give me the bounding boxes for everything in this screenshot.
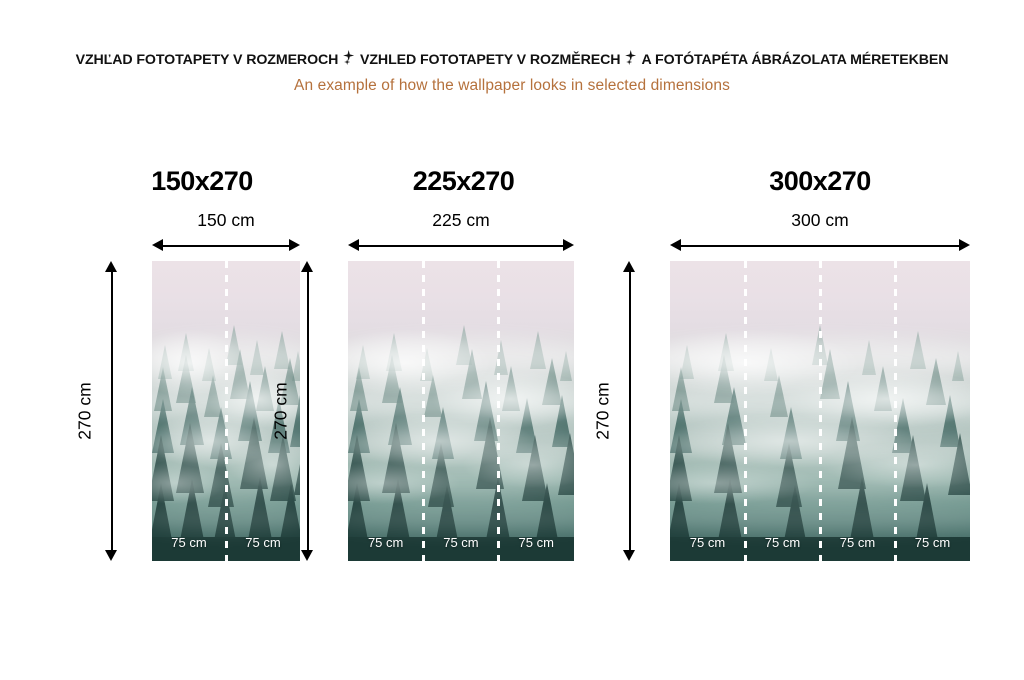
width-arrow-icon (348, 239, 574, 252)
strip-width-label: 75 cm (367, 535, 404, 550)
sparkle-icon (624, 50, 638, 66)
height-label: 270 cm (270, 382, 291, 440)
sparkle-icon (342, 50, 356, 66)
title-segment-sk: VZHĽAD FOTOTAPETY V ROZMEROCH (75, 52, 339, 68)
strip-seam (497, 261, 501, 561)
strip-seam (893, 261, 897, 561)
height-label: 270 cm (74, 382, 95, 440)
height-label: 270 cm (592, 382, 613, 440)
size-panel-225x270: 225x270 225 cm 270 cm (270, 160, 596, 600)
width-arrow-icon (670, 239, 970, 252)
strip-width-label: 75 cm (518, 535, 554, 550)
fog-band (348, 387, 574, 420)
width-label: 225 cm (432, 210, 490, 230)
wallpaper-preview: 75 cm 75 cm 75 cm (348, 261, 574, 561)
panel-title: 225x270 (412, 166, 515, 196)
height-dimension: 270 cm (72, 261, 118, 561)
strip-width-label: 75 cm (171, 535, 207, 550)
size-preview-panels: 150x270 150 cm 270 cm (0, 160, 1024, 600)
fog-band (348, 429, 574, 465)
strip-width-label: 75 cm (839, 535, 876, 550)
height-arrow-icon (301, 261, 314, 561)
panel-title: 300x270 (769, 166, 871, 196)
wallpaper-preview: 75 cm 75 cm 75 cm 75 cm (670, 261, 970, 561)
width-label: 300 cm (791, 210, 849, 230)
fog-band (348, 504, 574, 531)
strip-width-label: 75 cm (245, 535, 281, 550)
height-arrow-icon (623, 261, 636, 561)
strip-width-label: 75 cm (764, 535, 801, 550)
title-segment-cz: VZHLED FOTOTAPETY V ROZMĚRECH (360, 52, 621, 68)
page-title: VZHĽAD FOTOTAPETY V ROZMEROCH VZHLED FOT… (0, 50, 1024, 68)
title-segment-hu: A FOTÓTAPÉTA ÁBRÁZOLATA MÉRETEKBEN (641, 52, 949, 68)
strip-seam (421, 261, 425, 561)
strip-width-label: 75 cm (914, 535, 951, 550)
height-arrow-icon (105, 261, 118, 561)
size-panel-150x270: 150x270 150 cm 270 cm (50, 160, 300, 600)
page-header: VZHĽAD FOTOTAPETY V ROZMEROCH VZHLED FOT… (0, 0, 1024, 94)
strip-width-label: 75 cm (689, 535, 726, 550)
fog-band (348, 339, 574, 378)
size-panel-300x270: 300x270 300 cm 270 cm (592, 160, 980, 600)
width-arrow-icon (152, 239, 300, 252)
strip-seam (743, 261, 747, 561)
width-label: 150 cm (197, 210, 255, 230)
page-subtitle: An example of how the wallpaper looks in… (294, 77, 730, 95)
strip-seam (818, 261, 822, 561)
panel-title: 150x270 (151, 166, 253, 196)
fog-band (348, 468, 574, 498)
width-dimension: 150 cm (152, 210, 300, 252)
strip-width-label: 75 cm (443, 535, 479, 550)
width-dimension: 300 cm (670, 210, 970, 252)
height-dimension: 270 cm (590, 261, 636, 561)
height-dimension: 270 cm (268, 261, 314, 561)
strip-seam (224, 261, 228, 561)
width-dimension: 225 cm (348, 210, 574, 252)
